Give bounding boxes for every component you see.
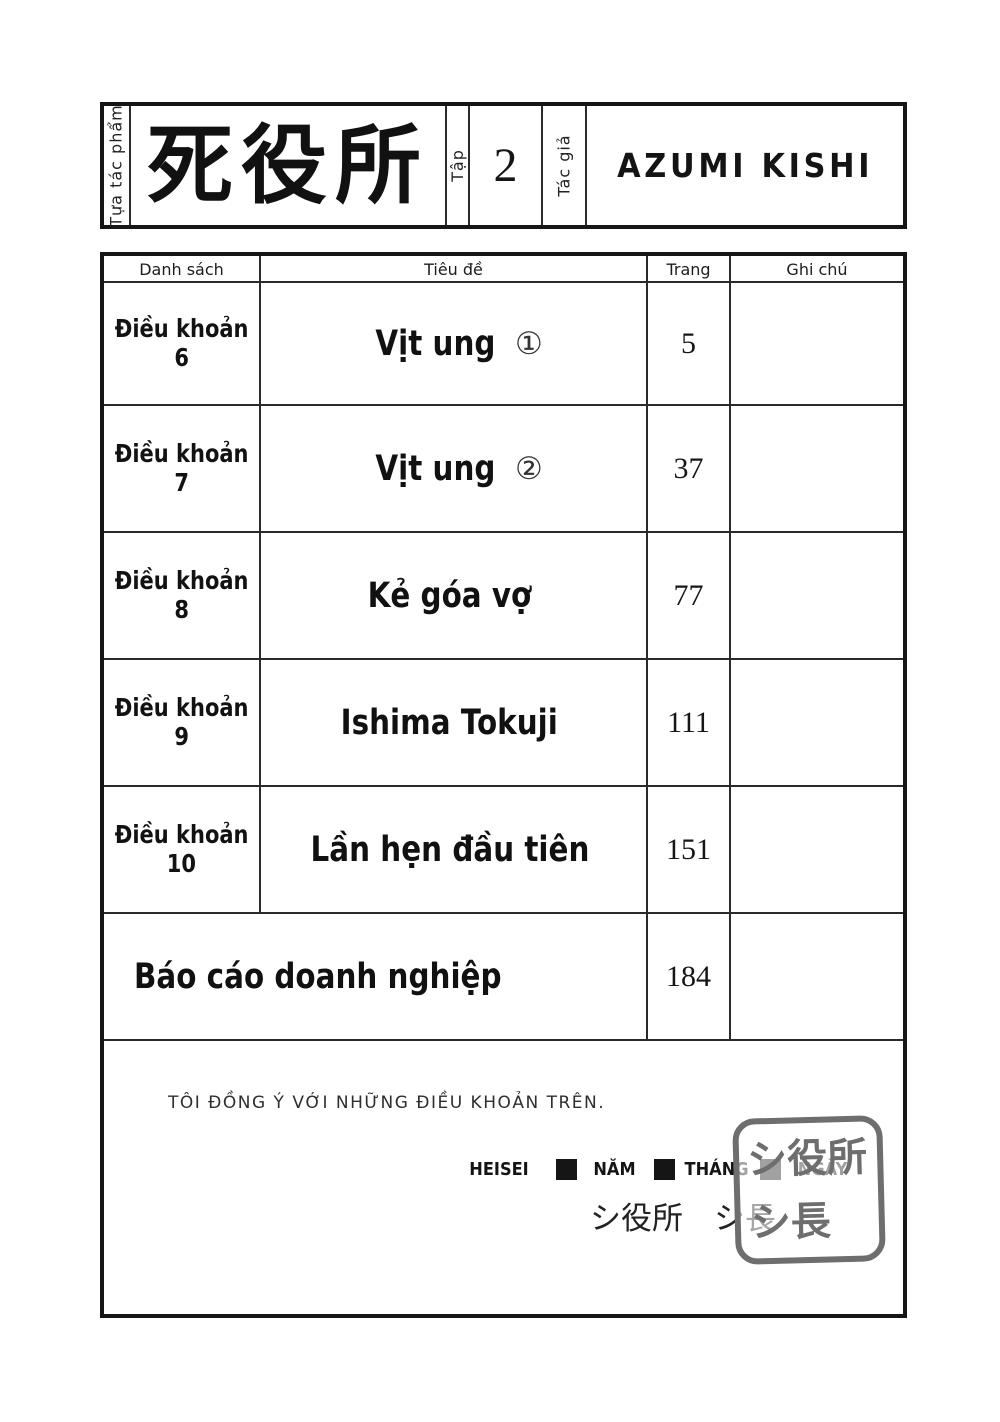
author-label-cell: Tác giả [543,106,587,225]
page-cell: 184 [648,914,731,1039]
stamp-top-characters: シ役所 [746,1132,868,1184]
table-row: Điều khoản 8 Kẻ góa vợ 77 [104,533,903,660]
title-header: Tựa tác phẩm 死役所 Tập 2 Tác giả AZUMI KIS… [100,102,907,229]
page-cell: 111 [648,660,731,785]
table-row-summary: Báo cáo doanh nghiệp 184 [104,914,903,1041]
item-cell: Điều khoản 7 [104,406,261,531]
volume-number: 2 [493,139,518,192]
signature-area: TÔI ĐỒNG Ý VỚI NHỮNG ĐIỀU KHOẢN TRÊN. HE… [104,1041,903,1312]
item-number: 6 [174,342,189,372]
author-name: AZUMI KISHI [616,146,874,185]
note-cell [731,660,903,785]
page-cell: 37 [648,406,731,531]
page-cell: 151 [648,787,731,912]
item-number: 8 [174,594,189,624]
item-number: 7 [174,467,189,497]
page-number: 37 [673,451,704,485]
chapter-title: Ishima Tokuji [340,702,559,743]
summary-title: Báo cáo doanh nghiệp [134,956,502,997]
item-label: Điều khoản [114,565,249,595]
note-cell [731,787,903,912]
volume-label-cell: Tập [447,106,470,225]
work-label-cell: Tựa tác phẩm [104,104,131,227]
page-number: 5 [681,326,696,360]
item-number: 9 [174,721,189,751]
summary-title-cell: Báo cáo doanh nghiệp [104,914,648,1039]
item-cell: Điều khoản 9 [104,660,261,785]
chapter-title: Kẻ góa vợ [367,575,532,616]
column-header-list: Danh sách [104,256,261,281]
author-value-cell: AZUMI KISHI [587,106,903,225]
title-cell: Vịt ung ① [261,283,648,404]
table-row: Điều khoản 6 Vịt ung ① 5 [104,283,903,406]
era-label: HEISEI [469,1159,529,1180]
page-number: 184 [666,959,711,993]
title-cell: Kẻ góa vợ [261,533,648,658]
note-cell [731,283,903,404]
table-row: Điều khoản 9 Ishima Tokuji 111 [104,660,903,787]
month-fill-box [653,1159,675,1180]
table-row: Điều khoản 10 Lần hẹn đầu tiên 151 [104,787,903,914]
note-cell [731,533,903,658]
year-fill-box [556,1159,578,1180]
volume-label: Tập [448,149,468,182]
title-cell: Lần hẹn đầu tiên [261,787,648,912]
title-cell: Vịt ung ② [261,406,648,531]
volume-value-cell: 2 [470,106,543,225]
item-label: Điều khoản [114,692,249,722]
table-row: Điều khoản 7 Vịt ung ② 37 [104,406,903,533]
column-header-page: Trang [648,256,731,281]
item-cell: Điều khoản 6 [104,283,261,404]
column-header-title: Tiêu đề [261,256,648,281]
page-number: 77 [673,578,704,612]
chapter-title: Vịt ung [375,448,496,489]
item-cell: Điều khoản 10 [104,787,261,912]
column-header-note: Ghi chú [786,259,848,279]
item-label: Điều khoản [114,819,249,849]
item-label: Điều khoản [114,313,249,343]
note-cell [731,914,903,1039]
title-cell: Ishima Tokuji [261,660,648,785]
work-title-cell: 死役所 [131,106,447,225]
page-number: 111 [667,705,710,739]
page-number: 151 [666,832,711,866]
chapter-badge: ① [515,325,543,362]
office-seal-stamp: シ役所 シ長 [732,1115,886,1265]
stamp-bottom-characters: シ長 [750,1196,832,1247]
author-label: Tác giả [554,134,574,197]
work-title: 死役所 [147,114,429,216]
item-number: 10 [166,848,197,878]
item-label: Điều khoản [114,438,249,468]
contents-table: Danh sách Tiêu đề Trang Ghi chú Điều kho… [100,252,907,1318]
table-header-row: Danh sách Tiêu đề Trang Ghi chú [104,256,903,283]
year-label: NĂM [593,1159,636,1180]
chapter-badge: ② [515,450,543,487]
agreement-text: TÔI ĐỒNG Ý VỚI NHỮNG ĐIỀU KHOẢN TRÊN. [168,1093,606,1113]
page-cell: 77 [648,533,731,658]
chapter-title: Vịt ung [375,323,496,364]
note-cell [731,406,903,531]
page-cell: 5 [648,283,731,404]
item-cell: Điều khoản 8 [104,533,261,658]
chapter-title: Lần hẹn đầu tiên [310,829,589,870]
work-label: Tựa tác phẩm [107,104,127,227]
